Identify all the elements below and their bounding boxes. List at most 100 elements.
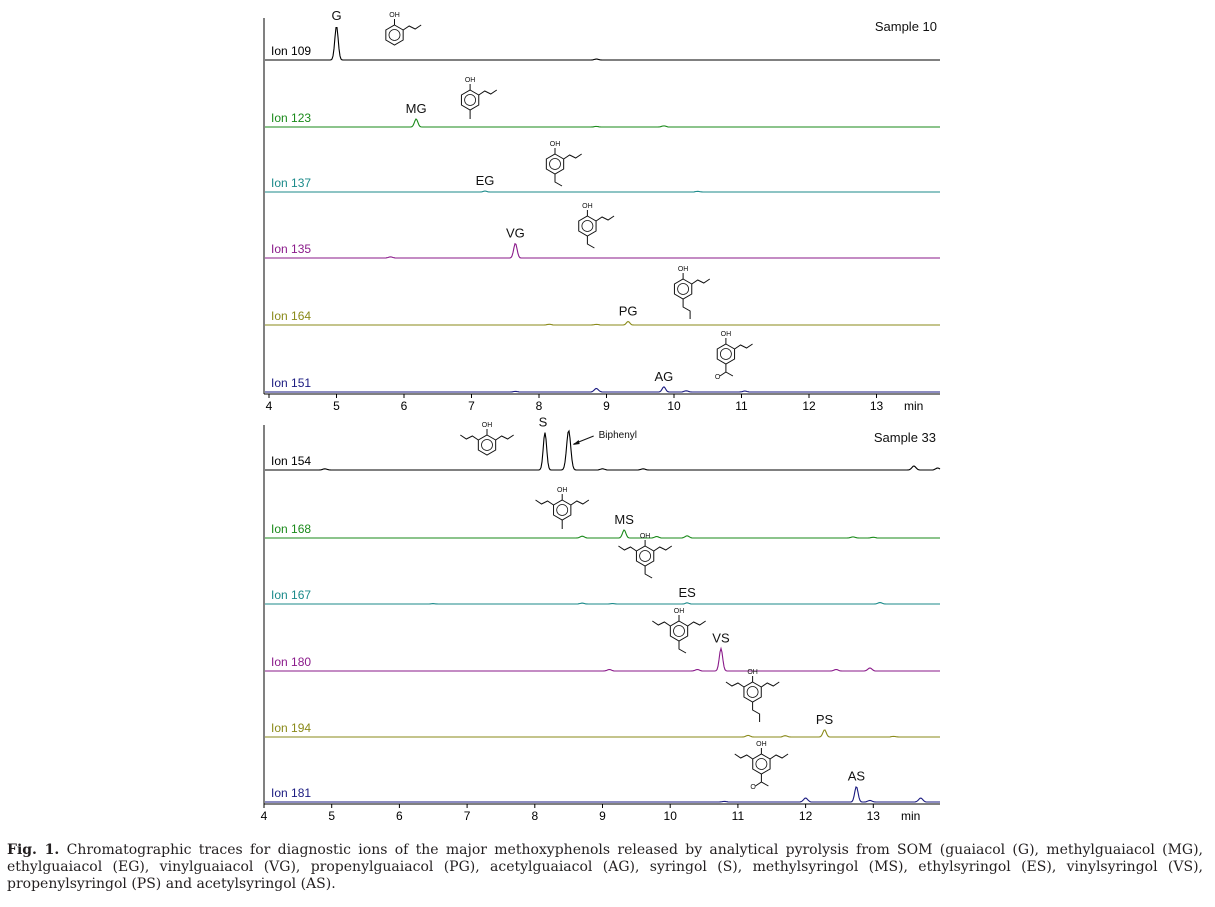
ion-label: Ion 154 <box>271 454 311 468</box>
x-tick-label: 4 <box>261 809 268 823</box>
aromatic-circle <box>464 94 477 106</box>
methoxy-group <box>653 545 673 552</box>
oxygen-label: O <box>715 374 721 381</box>
chemical-structure: OH <box>545 141 582 187</box>
oh-label: OH <box>678 266 689 273</box>
oh-label: OH <box>550 141 561 148</box>
trace-line <box>265 386 940 393</box>
series-trace: Ion 123 MG OH <box>265 77 940 128</box>
methoxy-group <box>734 343 753 350</box>
chemical-structure: OH <box>385 12 422 46</box>
oh-label: OH <box>482 422 493 429</box>
methoxy-group <box>760 681 780 688</box>
caption-label: Fig. 1. <box>7 842 60 858</box>
x-tick-label: 9 <box>599 809 606 823</box>
methoxy-group <box>725 681 745 688</box>
sample-title: Sample 10 <box>875 19 937 34</box>
oh-label: OH <box>582 203 593 210</box>
series-trace: Ion 109 G OH <box>265 8 940 61</box>
x-tick-label: 8 <box>536 399 543 413</box>
methoxy-group <box>402 24 422 31</box>
side-chain <box>678 641 687 654</box>
chemical-structure: OH <box>725 669 780 722</box>
x-tick-label: 11 <box>735 399 748 413</box>
x-tick-label: 5 <box>333 399 340 413</box>
series-trace: Ion 168 MS OH <box>265 487 940 539</box>
ion-label: Ion 164 <box>271 309 311 323</box>
aromatic-circle <box>481 439 493 451</box>
peak-label: VS <box>712 631 730 646</box>
chemical-structure: OH <box>460 422 514 456</box>
methoxy-group <box>495 434 514 441</box>
chemical-structure: OH O <box>715 331 753 381</box>
peak-label: ES <box>678 585 696 600</box>
figure-caption: Fig. 1. Chromatographic traces for diagn… <box>7 842 1203 893</box>
x-tick-label: 12 <box>802 399 816 413</box>
ion-label: Ion 167 <box>271 588 311 602</box>
chemical-structure: OH <box>618 533 673 579</box>
x-tick-label: 9 <box>603 399 610 413</box>
x-tick-label: 4 <box>266 399 273 413</box>
trace-line <box>265 242 940 259</box>
x-tick-label: 6 <box>401 399 408 413</box>
trace-line <box>265 786 940 803</box>
peak-label: MG <box>406 101 427 116</box>
aromatic-circle <box>639 550 651 562</box>
x-tick-label: 7 <box>468 399 475 413</box>
methoxy-group <box>595 215 615 222</box>
methoxy-group <box>652 620 671 627</box>
trace-line <box>265 646 940 672</box>
trace-line <box>265 26 940 61</box>
x-tick-label: 6 <box>396 809 403 823</box>
annotation-label: Biphenyl <box>599 430 637 441</box>
oh-label: OH <box>721 331 732 338</box>
benzene-ring <box>477 434 497 456</box>
side-chain <box>586 236 595 249</box>
annotation-arrowhead <box>572 440 580 445</box>
series-trace: Ion 137 EG OH <box>265 141 940 193</box>
oh-label: OH <box>674 608 685 615</box>
ion-label: Ion 109 <box>271 44 311 58</box>
benzene-ring <box>578 215 597 237</box>
chemical-structure: OH <box>535 487 590 529</box>
side-chain <box>760 774 769 787</box>
ion-label: Ion 135 <box>271 242 311 256</box>
aromatic-circle <box>556 504 569 516</box>
chemical-structure: OH <box>460 77 498 119</box>
x-tick-label: 10 <box>664 809 678 823</box>
methoxy-group <box>691 278 711 285</box>
methoxy-group <box>734 753 754 760</box>
peak-label: PG <box>619 304 638 319</box>
x-tick-label: 8 <box>531 809 538 823</box>
series-trace: Ion 135 VG OH <box>265 203 940 259</box>
chemical-structure: OH <box>578 203 615 249</box>
x-tick-label: 5 <box>328 809 335 823</box>
side-chain <box>644 566 653 579</box>
oh-label: OH <box>747 669 758 676</box>
benzene-ring <box>635 545 655 567</box>
benzene-ring <box>716 343 736 365</box>
benzene-ring <box>545 153 565 175</box>
oh-label: OH <box>557 487 568 494</box>
peak-label: VG <box>506 225 525 240</box>
benzene-ring <box>669 620 689 642</box>
series-trace: Ion 164 PG OH <box>265 266 940 326</box>
series-trace: Ion 180 VS OH <box>265 608 940 672</box>
x-tick-label: 10 <box>667 399 681 413</box>
aromatic-circle <box>388 29 401 41</box>
trace-line <box>265 320 940 326</box>
x-tick-label: 13 <box>870 399 884 413</box>
methoxy-group <box>570 499 590 506</box>
oh-label: OH <box>389 12 400 19</box>
aromatic-circle <box>755 758 768 770</box>
trace-line <box>265 429 941 471</box>
ion-label: Ion 181 <box>271 786 311 800</box>
aromatic-circle <box>720 348 732 360</box>
chemical-structure: OH <box>673 266 711 319</box>
methoxy-group <box>478 89 498 96</box>
series-trace: Ion 167 ES OH <box>265 533 940 605</box>
trace-line <box>265 190 940 193</box>
